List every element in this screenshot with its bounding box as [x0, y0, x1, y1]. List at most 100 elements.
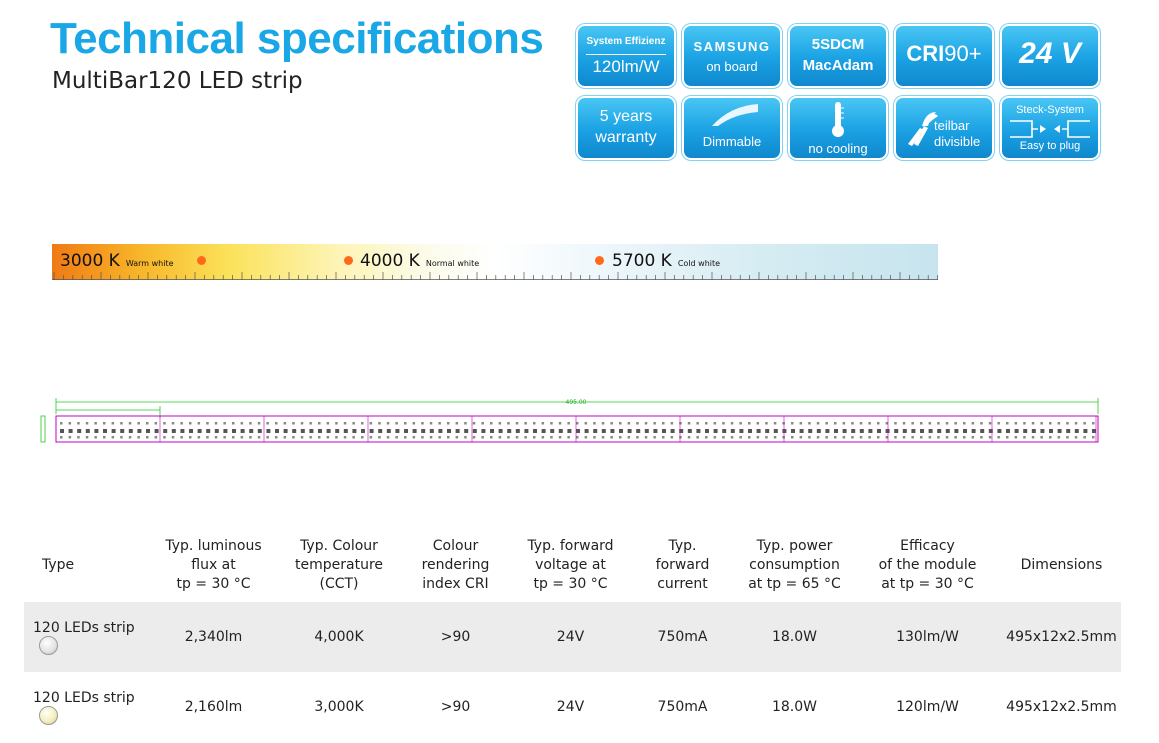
led-component: [859, 436, 863, 439]
led-component: [120, 436, 123, 439]
cct-dot: [197, 256, 206, 265]
no-cooling-badge: no cooling: [788, 96, 888, 160]
led-component: [120, 429, 125, 433]
led-component: [137, 429, 142, 433]
table-row: 120 LEDs strip 2,340lm 4,000K >90 24V 75…: [24, 602, 1121, 672]
led-component: [146, 436, 149, 439]
led-component: [481, 429, 486, 433]
led-component: [249, 436, 252, 439]
led-component: [988, 429, 993, 433]
led-component: [111, 429, 116, 433]
led-component: [94, 436, 97, 439]
led-component: [868, 436, 871, 439]
page-title: Technical specifications: [50, 14, 544, 63]
led-component: [851, 436, 854, 439]
led-component: [283, 422, 287, 425]
led-component: [756, 436, 760, 439]
pliers-icon: [908, 112, 938, 146]
voltage-badge: 24 V: [1000, 24, 1100, 88]
col-header: Typ. forward voltage at tp = 30 °C: [527, 537, 614, 592]
led-component: [541, 429, 546, 433]
led-component: [85, 436, 89, 439]
led-strip-drawing: 495.00: [40, 398, 1099, 443]
led-component: [782, 429, 787, 433]
led-component: [619, 429, 623, 433]
led-component: [980, 436, 983, 439]
led-component: [868, 422, 871, 425]
led-component: [653, 429, 658, 433]
led-component: [343, 429, 348, 433]
led-component: [808, 422, 811, 425]
led-component: [180, 436, 183, 439]
led-component: [550, 436, 553, 439]
led-component: [1014, 422, 1018, 425]
led-component: [232, 429, 236, 433]
led-component: [748, 429, 752, 433]
led-component: [816, 429, 821, 433]
led-component: [670, 436, 674, 439]
led-component: [189, 422, 192, 425]
led-component: [94, 429, 99, 433]
led-component: [515, 429, 520, 433]
led-component: [378, 436, 381, 439]
led-component: [447, 429, 451, 433]
cct-note: Cold white: [677, 259, 721, 268]
led-component: [77, 436, 80, 439]
divisible-line1: teilbar: [934, 118, 970, 133]
led-component: [404, 422, 407, 425]
led-component: [765, 429, 770, 433]
led-component: [490, 429, 494, 433]
led-component: [257, 422, 261, 425]
led-component: [636, 429, 641, 433]
led-component: [103, 422, 106, 425]
led-component: [816, 422, 820, 425]
dimmable-sweep-icon: [712, 104, 758, 126]
total-length-label: 495.00: [566, 399, 587, 406]
led-component: [369, 422, 373, 425]
led-component: [911, 436, 914, 439]
efficiency-label: System Effizienz: [586, 36, 666, 47]
col-header: Dimensions: [1020, 556, 1103, 573]
dimensions-cell: 495x12x2.5mm: [1002, 602, 1121, 672]
led-component: [498, 436, 502, 439]
led-component: [1023, 436, 1026, 439]
led-component: [954, 429, 959, 433]
led-component: [309, 429, 314, 433]
led-component: [429, 429, 434, 433]
current-cell: 750mA: [657, 699, 708, 715]
led-component: [550, 429, 555, 433]
samsung-brand: SAMSUNG: [693, 39, 771, 54]
led-component: [696, 429, 701, 433]
led-component: [455, 429, 460, 433]
led-component: [567, 422, 570, 425]
led-component: [472, 436, 476, 439]
led-component: [223, 422, 226, 425]
dimmable-label: Dimmable: [702, 134, 762, 149]
led-component: [395, 429, 400, 433]
led-component: [128, 422, 132, 425]
led-component: [558, 422, 562, 425]
led-component: [644, 429, 649, 433]
height-dimension: [40, 415, 46, 443]
led-component: [240, 422, 244, 425]
led-component: [68, 429, 73, 433]
led-component: [687, 422, 691, 425]
led-component: [318, 422, 321, 425]
led-component: [206, 429, 211, 433]
spec-table: Type Typ. luminous flux at tp = 30 °C Typ.…: [24, 528, 1121, 742]
led-component: [541, 436, 545, 439]
led-component: [842, 422, 846, 425]
led-component: [429, 436, 433, 439]
led-component: [128, 429, 133, 433]
led-component: [292, 429, 297, 433]
led-component: [971, 422, 975, 425]
led-component: [713, 436, 717, 439]
led-component: [249, 429, 254, 433]
led-component: [834, 436, 837, 439]
led-component: [782, 422, 785, 425]
led-component: [877, 422, 880, 425]
led-component: [756, 429, 761, 433]
led-component: [687, 436, 691, 439]
led-component: [825, 422, 828, 425]
led-component: [576, 429, 580, 433]
